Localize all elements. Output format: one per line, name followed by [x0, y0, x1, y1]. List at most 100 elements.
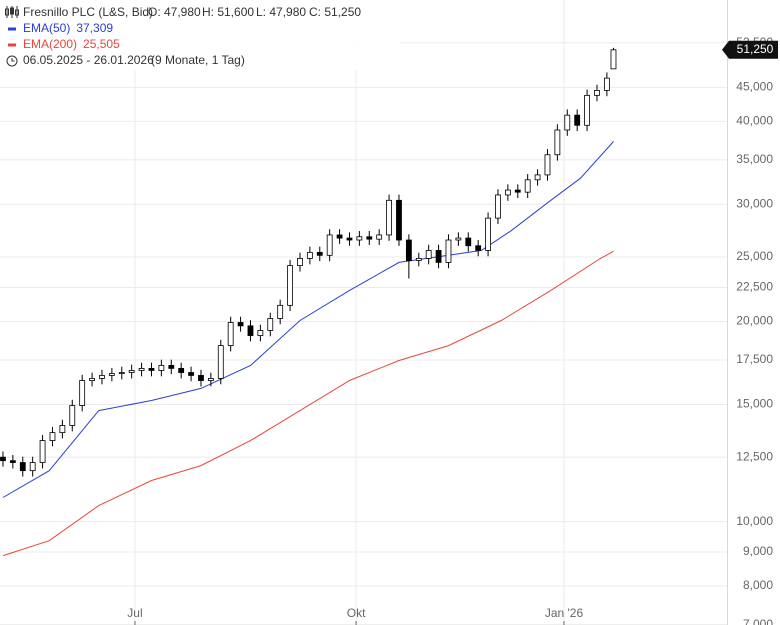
candle-body	[445, 239, 452, 263]
y-tick-label: 40,000	[736, 114, 773, 128]
y-tick-label: 20,000	[736, 314, 773, 328]
candle-body	[544, 154, 551, 176]
x-tick-label: Jul	[127, 606, 142, 620]
candle-body	[475, 245, 482, 251]
candle-body	[306, 251, 313, 259]
candle-icon	[5, 6, 19, 18]
legend-name: EMA(200)	[23, 37, 77, 51]
y-tick-label: 25,000	[736, 249, 773, 263]
candle-body	[425, 250, 432, 259]
y-tick-label: 12,500	[736, 449, 773, 463]
last-price-label: 51,250	[737, 42, 774, 56]
date-range: 06.05.2025 - 26.01.2026	[23, 53, 154, 67]
candle-body	[19, 462, 26, 472]
candle-body	[59, 425, 66, 434]
candle-body	[49, 432, 56, 441]
candle-body	[336, 234, 343, 239]
y-tick-label: 10,000	[736, 514, 773, 528]
legend-value: 25,505	[83, 37, 120, 51]
candle-body	[287, 265, 293, 306]
legend-name: EMA(50)	[23, 21, 70, 35]
candle-body	[217, 345, 224, 379]
candle-body	[277, 304, 284, 319]
header: Fresnillo PLC (L&S, Bid) O: 47,980 H: 51…	[0, 0, 400, 70]
y-tick-label: 9,000	[743, 544, 773, 558]
axis-labels: 7,000 8,000 9,000 10,000 12,500 15,000 17,500 2…	[127, 35, 778, 625]
candle-body	[207, 378, 214, 381]
candle-body	[356, 236, 363, 241]
candle-body	[376, 234, 383, 240]
y-tick-label: 17,500	[736, 352, 773, 366]
y-tick-label: 35,000	[736, 152, 773, 166]
candle-body	[326, 234, 333, 256]
candle-body	[514, 189, 521, 193]
candle-body	[554, 129, 561, 156]
legend-swatch	[8, 43, 16, 47]
candle-body	[386, 199, 392, 236]
candle-body	[178, 368, 185, 373]
legend: EMA(50) 37,309 EMA(200) 25,505	[8, 21, 120, 51]
ohlc-open: O: 47,980	[148, 5, 201, 19]
ema-line	[2, 141, 614, 498]
clock-hands	[11, 58, 15, 62]
candle-body	[455, 237, 462, 241]
candle-body	[574, 114, 581, 126]
y-tick-label: 30,000	[736, 197, 773, 211]
y-tick-label: 45,000	[736, 80, 773, 94]
candle-body	[405, 239, 412, 261]
candle-body	[524, 179, 531, 193]
y-tick-label: 15,000	[736, 397, 773, 411]
candle-body	[297, 258, 303, 267]
period: (9 Monate, 1 Tag)	[151, 53, 245, 67]
candle-body	[316, 251, 323, 256]
candle-body	[610, 49, 617, 70]
plot	[0, 47, 617, 557]
candle-body	[534, 174, 541, 181]
x-tick-label: Okt	[347, 606, 366, 620]
y-tick-label: 22,500	[736, 280, 773, 294]
candle-body	[257, 330, 264, 336]
candle-body	[465, 237, 472, 247]
candle-body	[247, 325, 254, 336]
candle-body	[198, 375, 204, 381]
candle-body	[435, 250, 442, 263]
candle-body	[69, 405, 76, 426]
candle-body	[237, 322, 244, 327]
legend-value: 37,309	[76, 21, 113, 35]
candle-body	[118, 372, 125, 374]
clock-icon	[6, 55, 18, 67]
candle-body	[39, 440, 46, 463]
x-tick-label: Jan '26	[545, 606, 584, 620]
ohlc-close: C: 51,250	[309, 5, 361, 19]
candle-body	[584, 94, 590, 126]
last-price-tag	[722, 40, 778, 59]
candle-body	[89, 378, 95, 381]
candle-body	[594, 89, 600, 96]
candle-body	[29, 462, 36, 472]
candle-body	[138, 368, 145, 371]
ohlc-low: L: 47,980	[256, 5, 306, 19]
symbol: Fresnillo PLC (L&S, Bid)	[23, 5, 153, 19]
candle-body	[415, 258, 422, 261]
candle-body	[495, 194, 501, 219]
candle-body	[188, 372, 194, 376]
ohlc-high: H: 51,600	[202, 5, 254, 19]
candle-body	[485, 217, 491, 251]
y-tick-label: 8,000	[743, 578, 773, 592]
candle-body	[99, 375, 105, 379]
candle-body	[168, 364, 175, 369]
ema-line	[2, 250, 614, 557]
legend-swatch	[8, 27, 16, 31]
candle-body	[128, 370, 135, 373]
candle-body	[346, 237, 353, 241]
candle-body	[108, 373, 115, 376]
candle-body	[79, 380, 86, 406]
candle-body	[148, 368, 155, 371]
candle-body	[504, 189, 511, 196]
candle-body	[564, 114, 571, 131]
candle-body	[396, 199, 402, 241]
header-bg	[0, 0, 400, 70]
candle-body	[603, 77, 610, 91]
